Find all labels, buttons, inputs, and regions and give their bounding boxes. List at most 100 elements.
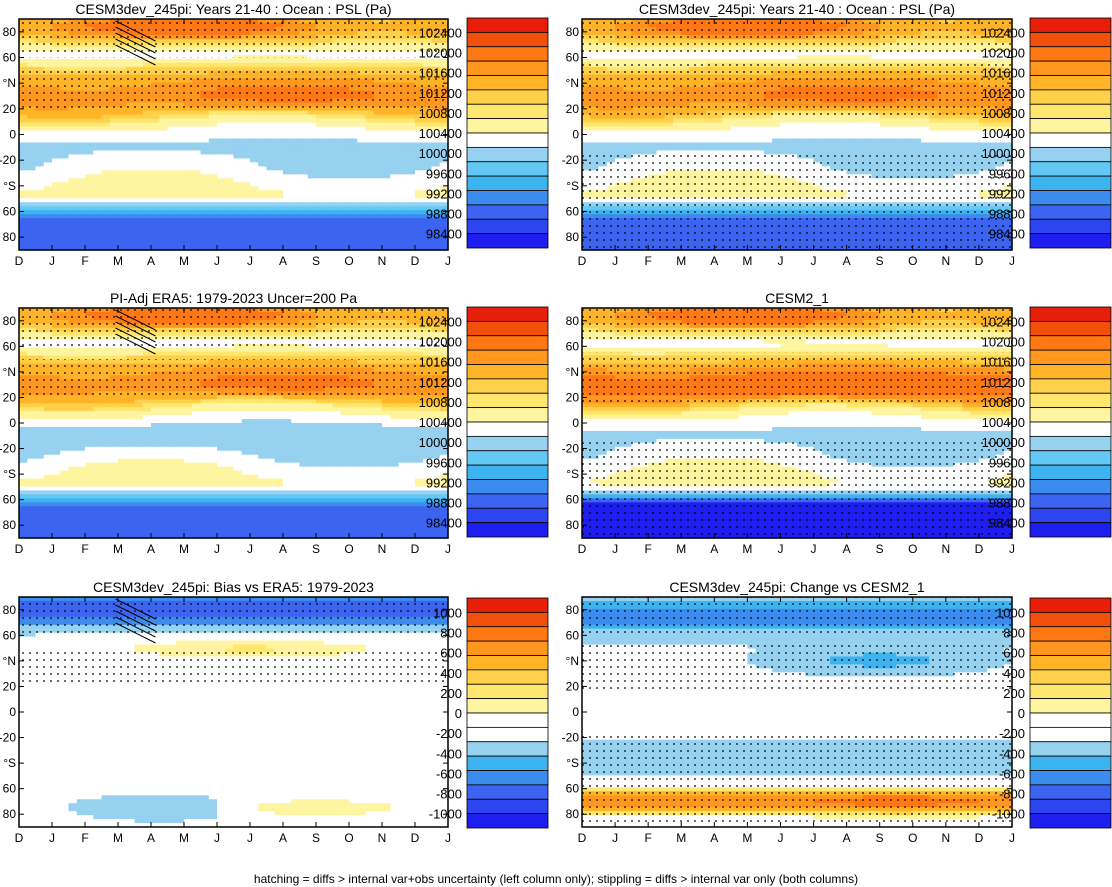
colorbar-label: 1000 (996, 605, 1025, 620)
x-tick-label: O (344, 254, 353, 268)
x-tick-label: N (942, 542, 951, 556)
x-tick-label: J (612, 254, 618, 268)
x-tick-label: M (676, 254, 686, 268)
y-tick-label: °S (3, 467, 16, 481)
stipple-band-3 (582, 735, 1012, 827)
y-tick-label: 80 (566, 314, 580, 328)
colorbar-label: 101600 (419, 66, 462, 81)
y-tick-label: 20 (3, 679, 17, 693)
colorbar-label: 200 (1003, 686, 1025, 701)
x-tick-label: S (876, 254, 884, 268)
x-tick-label: J (247, 831, 253, 845)
x-tick-label: M (676, 831, 686, 845)
colorbar: 1000 800 600 400 200 0 -200 -400 -600 -800 -1000 (992, 597, 1112, 829)
y-tick-label: 80 (3, 603, 17, 617)
colorbar-label: 101200 (419, 86, 462, 101)
colorbar-label: 100400 (982, 415, 1025, 430)
colorbar-label: 800 (440, 626, 462, 641)
x-tick-label: S (312, 831, 320, 845)
x-tick-label: J (811, 831, 817, 845)
panel-title: CESM3dev_245pi: Years 21-40 : Ocean : PS… (639, 1, 955, 17)
colorbar-label: 400 (1003, 666, 1025, 681)
y-tick-label: 80 (566, 807, 580, 821)
panel-1: CESM3dev_245pi: Years 21-40 : Ocean : PS… (0, 1, 549, 268)
colorbar-label: 101600 (982, 355, 1025, 370)
x-tick-label: J (777, 254, 783, 268)
colorbar: 1000 800 600 400 200 0 -200 -400 -600 -800 -1000 (429, 597, 549, 829)
panel-2: CESM3dev_245pi: Years 21-40 : Ocean : PS… (562, 1, 1112, 268)
x-tick-label: M (742, 542, 752, 556)
x-tick-label: D (15, 542, 24, 556)
x-tick-label: A (843, 254, 851, 268)
x-tick-label: A (279, 542, 287, 556)
stipple-band-1 (582, 19, 1012, 55)
colorbar-label: 102000 (982, 46, 1025, 61)
hatching (115, 598, 156, 644)
colorbar-label: 98400 (426, 516, 462, 531)
y-tick-label: 0 (9, 705, 16, 719)
colorbar-label: 600 (440, 646, 462, 661)
x-tick-label: M (179, 254, 189, 268)
y-tick-label: -20 (0, 731, 16, 745)
colorbar: 102400 102000 101600 101200 100800 100400 1000… (982, 17, 1112, 249)
colorbar-label: 101200 (982, 375, 1025, 390)
x-tick-label: J (247, 542, 253, 556)
x-tick-label: A (710, 831, 718, 845)
x-tick-label: J (445, 542, 451, 556)
colorbar-label: -400 (999, 746, 1025, 761)
y-tick-label: 60 (566, 51, 580, 65)
y-tick-label: 0 (9, 128, 16, 142)
x-tick-label: A (147, 254, 155, 268)
x-tick-label: M (179, 542, 189, 556)
colorbar-label: -800 (999, 787, 1025, 802)
y-tick-label: 20 (566, 390, 580, 404)
colorbar-label: 100400 (419, 126, 462, 141)
colorbar-label: 102400 (982, 25, 1025, 40)
y-tick-label: 60 (3, 339, 17, 353)
x-tick-label: D (411, 254, 420, 268)
colorbar-label: 100800 (419, 395, 462, 410)
colorbar-label: 102000 (982, 335, 1025, 350)
x-tick-label: J (214, 831, 220, 845)
y-tick-label: 80 (566, 518, 580, 532)
x-tick-label: N (378, 254, 387, 268)
y-tick-label: -20 (562, 442, 580, 456)
x-tick-label: J (214, 254, 220, 268)
x-tick-label: J (49, 254, 55, 268)
stipple-band-2 (19, 648, 448, 687)
panel-3: PI-Adj ERA5: 1979-2023 Uncer=200 Pa D J F M A… (0, 290, 549, 556)
x-tick-label: J (247, 254, 253, 268)
panel-6: CESM3dev_245pi: Change vs CESM2_1 D J F M A M J… (562, 579, 1112, 845)
x-tick-label: F (81, 254, 88, 268)
stipple-band-3 (19, 149, 448, 154)
colorbar-label: -1000 (992, 807, 1025, 822)
x-tick-label: A (843, 542, 851, 556)
colorbar-label: 101200 (419, 375, 462, 390)
colorbar-label: 101200 (982, 86, 1025, 101)
y-tick-label: °N (566, 365, 579, 379)
y-tick-label: °N (3, 365, 16, 379)
x-tick-label: J (777, 542, 783, 556)
colorbar-label: -1000 (429, 807, 462, 822)
panel-5: CESM3dev_245pi: Bias vs ERA5: 1979-2023 D… (0, 579, 549, 845)
y-tick-label: °N (566, 76, 579, 90)
colorbar-label: 100800 (982, 106, 1025, 121)
colorbar-label: 100000 (982, 146, 1025, 161)
y-tick-label: 60 (566, 493, 580, 507)
colorbar-label: -800 (436, 787, 462, 802)
x-tick-label: A (279, 831, 287, 845)
y-tick-label: 80 (3, 230, 17, 244)
y-tick-label: -20 (562, 153, 580, 167)
colorbar-label: -600 (436, 766, 462, 781)
x-tick-label: F (81, 831, 88, 845)
stipple-band-1 (19, 308, 448, 347)
stipple-band-2 (582, 63, 1012, 116)
x-tick-label: D (578, 831, 587, 845)
y-tick-label: 60 (3, 205, 17, 219)
colorbar-label: 100000 (419, 435, 462, 450)
y-tick-label: 60 (3, 782, 17, 796)
x-tick-label: J (214, 542, 220, 556)
colorbar-label: 98800 (426, 496, 462, 511)
hatching (115, 309, 156, 355)
x-tick-label: M (113, 831, 123, 845)
